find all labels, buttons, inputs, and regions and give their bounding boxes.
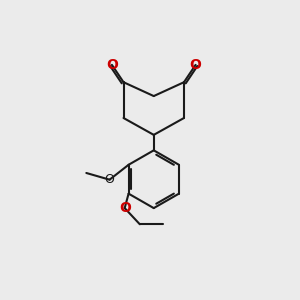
Text: O: O [119,201,130,215]
Text: O: O [106,58,118,72]
Text: O: O [105,173,115,186]
Text: O: O [190,58,202,72]
